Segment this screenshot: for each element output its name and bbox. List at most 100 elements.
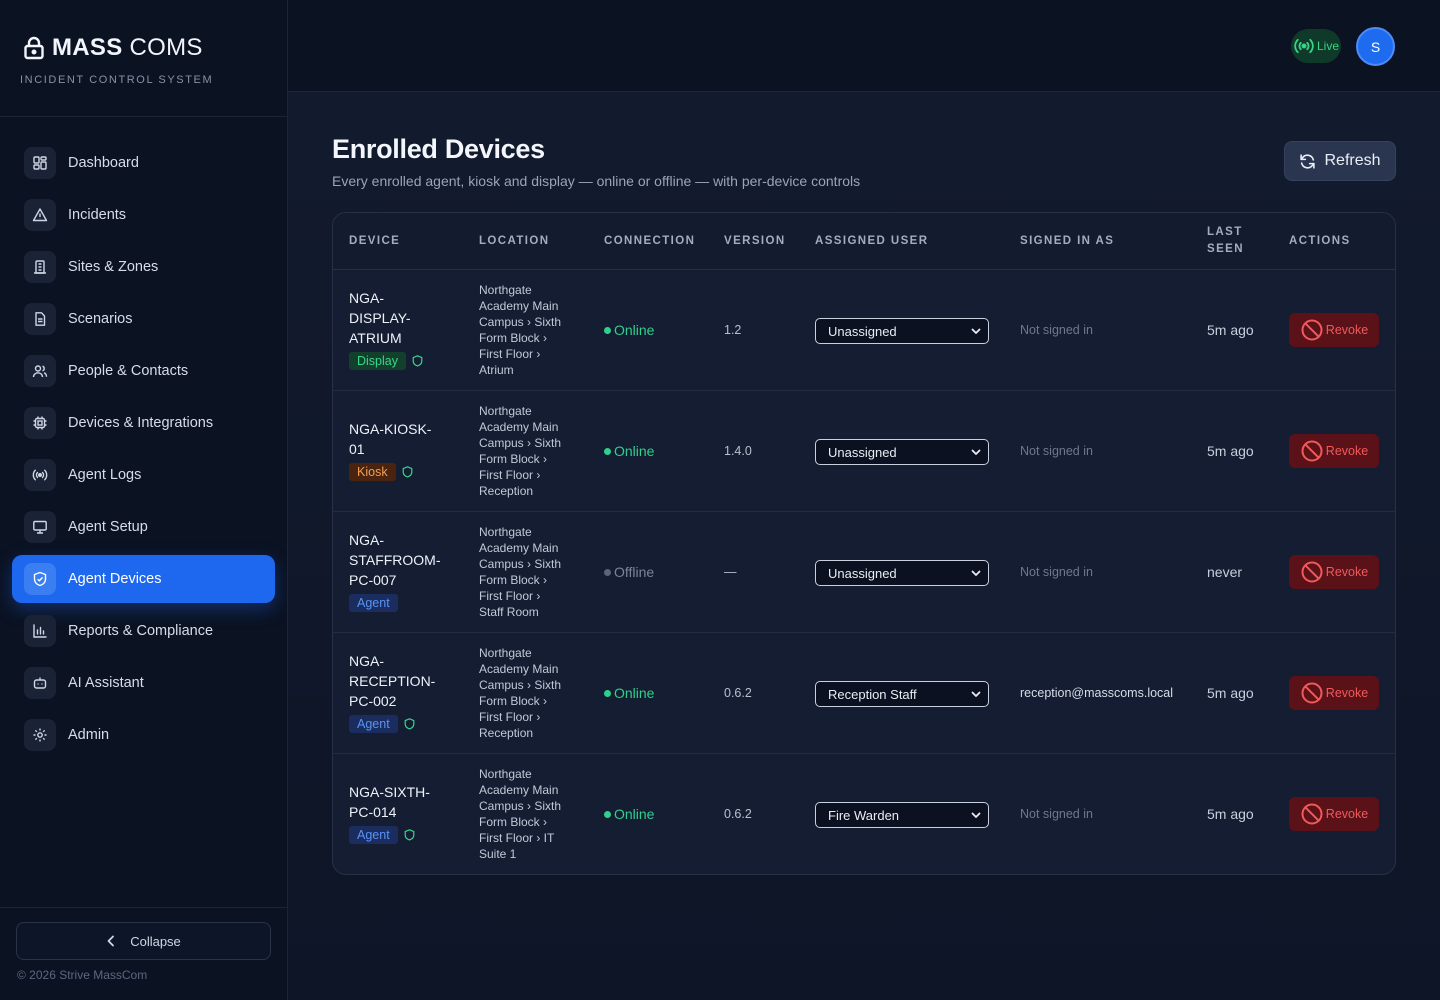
chevron-down-icon — [971, 812, 981, 818]
signed-in-as: Not signed in — [1020, 565, 1093, 579]
revoke-button[interactable]: Revoke — [1289, 434, 1379, 468]
sidebar-item-agent-devices[interactable]: Agent Devices — [12, 555, 275, 603]
main-content: Enrolled Devices Every enrolled agent, k… — [288, 92, 1440, 1000]
column-header-device[interactable]: DEVICE — [349, 235, 401, 247]
sidebar-item-label: Scenarios — [68, 311, 133, 327]
sidebar-item-label: People & Contacts — [68, 363, 189, 379]
last-seen: 5m ago — [1207, 443, 1254, 459]
column-header-signed-in-as[interactable]: SIGNED IN AS — [1020, 235, 1115, 247]
sidebar-item-scenarios[interactable]: Scenarios — [12, 295, 275, 343]
page-title: Enrolled Devices — [332, 134, 545, 164]
signed-in-as: reception@masscoms.local — [1020, 686, 1174, 700]
revoke-button[interactable]: Revoke — [1289, 313, 1379, 347]
connection-status: Online — [604, 322, 654, 338]
user-avatar[interactable]: S — [1356, 27, 1395, 66]
shield-icon — [412, 355, 423, 367]
sidebar-item-devices-integrations[interactable]: Devices & Integrations — [12, 399, 275, 447]
column-header-actions[interactable]: ACTIONS — [1289, 235, 1351, 247]
copyright: © 2026 Strive MassCom — [17, 968, 148, 982]
chevron-down-icon — [971, 328, 981, 334]
sidebar-divider — [0, 907, 287, 908]
sidebar-nav: Dashboard Incidents Sites & Zones Scenar… — [12, 139, 275, 763]
live-status-badge[interactable]: Live — [1291, 29, 1341, 63]
monitor-icon — [24, 511, 56, 543]
device-type-badge: Display — [349, 352, 406, 370]
shield-icon — [404, 829, 415, 841]
chevron-left-icon — [107, 935, 115, 947]
bar-chart-icon — [24, 615, 56, 647]
device-version: 1.2 — [724, 323, 742, 337]
broadcast-icon — [1294, 38, 1314, 54]
device-version: — — [724, 565, 737, 579]
revoke-button[interactable]: Revoke — [1289, 797, 1379, 831]
broadcast-icon — [24, 459, 56, 491]
device-type: Agent — [349, 826, 415, 844]
sidebar-item-sites-zones[interactable]: Sites & Zones — [12, 243, 275, 291]
device-version: 0.6.2 — [724, 807, 752, 821]
signed-in-as: Not signed in — [1020, 323, 1093, 337]
sidebar-divider — [0, 116, 287, 117]
sidebar-item-incidents[interactable]: Incidents — [12, 191, 275, 239]
device-location: Northgate Academy Main Campus › Sixth Form … — [479, 404, 562, 498]
brand-name: MASS COMS — [52, 34, 203, 61]
assigned-user-select[interactable]: Unassigned — [815, 560, 989, 586]
status-dot — [604, 447, 611, 455]
shield-icon — [24, 563, 56, 595]
column-header-version[interactable]: VERSION — [724, 235, 786, 247]
devices-table: DEVICE LOCATION CONNECTION VERSION ASSIG… — [332, 212, 1396, 875]
assigned-user-select[interactable]: Fire Warden — [815, 802, 989, 828]
signed-in-as: Not signed in — [1020, 444, 1093, 458]
refresh-label: Refresh — [1324, 152, 1381, 169]
document-icon — [24, 303, 56, 335]
table-row: NGA- RECEPTION- PC-002 Agent Northgate Acad… — [333, 633, 1395, 754]
revoke-button[interactable]: Revoke — [1289, 555, 1379, 589]
last-seen: 5m ago — [1207, 685, 1254, 701]
table-row: NGA-SIXTH- PC-014 Agent Northgate Academy … — [333, 754, 1395, 874]
column-header-last-seen[interactable]: SEEN — [1207, 243, 1244, 255]
device-name: NGA-SIXTH- PC-014 — [349, 784, 430, 820]
assigned-user-select[interactable]: Unassigned — [815, 318, 989, 344]
table-row: NGA- DISPLAY- ATRIUM Display Northgate Acad… — [333, 270, 1395, 391]
device-type: Display — [349, 352, 423, 370]
device-location: Northgate Academy Main Campus › Sixth Form … — [479, 525, 562, 619]
sidebar-item-agent-logs[interactable]: Agent Logs — [12, 451, 275, 499]
ban-icon — [1301, 319, 1323, 341]
connection-status: Online — [604, 806, 654, 822]
grid-icon — [24, 147, 56, 179]
building-icon — [24, 251, 56, 283]
lock-icon — [24, 36, 44, 60]
device-type-badge: Agent — [349, 826, 398, 844]
column-header-assigned-user[interactable]: ASSIGNED USER — [815, 235, 929, 247]
connection-status: Offline — [604, 564, 654, 580]
shield-icon — [404, 718, 415, 730]
sidebar-item-reports-compliance[interactable]: Reports & Compliance — [12, 607, 275, 655]
sidebar-item-dashboard[interactable]: Dashboard — [12, 139, 275, 187]
assigned-user-select[interactable]: Reception Staff — [815, 681, 989, 707]
sidebar-item-ai-assistant[interactable]: AI Assistant — [12, 659, 275, 707]
device-location: Northgate Academy Main Campus › Sixth Form … — [479, 283, 562, 377]
sidebar-item-admin[interactable]: Admin — [12, 711, 275, 759]
chevron-down-icon — [971, 570, 981, 576]
connection-status: Online — [604, 685, 654, 701]
column-header-last-seen[interactable]: LAST — [1207, 226, 1243, 238]
assigned-user-select[interactable]: Unassigned — [815, 439, 989, 465]
status-dot — [604, 568, 611, 576]
column-header-connection[interactable]: CONNECTION — [604, 235, 696, 247]
column-header-location[interactable]: LOCATION — [479, 235, 550, 247]
gear-icon — [24, 719, 56, 751]
sidebar-item-people-contacts[interactable]: People & Contacts — [12, 347, 275, 395]
table-row: NGA- STAFFROOM- PC-007 Agent Northgate Acad… — [333, 512, 1395, 633]
sidebar-item-label: Reports & Compliance — [68, 623, 214, 639]
collapse-button[interactable]: Collapse — [16, 922, 271, 960]
sidebar-item-agent-setup[interactable]: Agent Setup — [12, 503, 275, 551]
brand-subtitle: INCIDENT CONTROL SYSTEM — [20, 74, 214, 86]
device-type-badge: Kiosk — [349, 463, 396, 481]
refresh-button[interactable]: Refresh — [1284, 141, 1396, 181]
sidebar-item-label: Incidents — [68, 207, 127, 223]
sidebar-item-label: Devices & Integrations — [68, 415, 214, 431]
last-seen: never — [1207, 564, 1243, 580]
device-name: NGA- RECEPTION- PC-002 — [349, 653, 436, 709]
connection-status: Online — [604, 443, 654, 459]
last-seen: 5m ago — [1207, 322, 1254, 338]
revoke-button[interactable]: Revoke — [1289, 676, 1379, 710]
